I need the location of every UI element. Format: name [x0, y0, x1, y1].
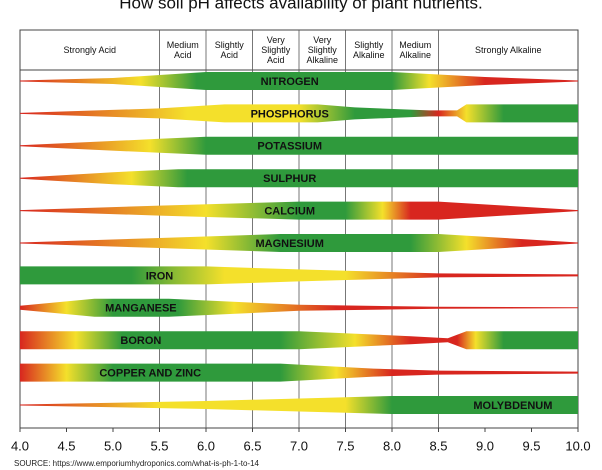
- x-tick-label: 5.0: [104, 438, 122, 453]
- nutrient-band: [20, 331, 578, 350]
- nutrient-band: [20, 72, 578, 90]
- zone-label: Medium Alkaline: [399, 40, 432, 60]
- nutrient-label: MANGANESE: [105, 303, 177, 315]
- nutrient-label: COPPER AND ZINC: [99, 368, 201, 380]
- zone-label: Slightly Alkaline: [352, 40, 385, 60]
- nutrient-band: [20, 298, 578, 317]
- x-tick-label: 7.0: [290, 438, 308, 453]
- nutrient-label: MAGNESIUM: [255, 238, 323, 250]
- nutrient-band: [20, 136, 578, 155]
- nutrient-band: [20, 363, 578, 382]
- nutrient-label: POTASSIUM: [257, 141, 322, 153]
- x-tick-label: 10.0: [565, 438, 590, 453]
- x-tick-label: 4.0: [11, 438, 29, 453]
- nutrient-label: CALCIUM: [264, 206, 315, 218]
- nutrient-label: SULPHUR: [263, 173, 316, 185]
- x-tick-label: 7.5: [336, 438, 354, 453]
- nutrient-label: BORON: [120, 335, 161, 347]
- nutrient-band: [20, 104, 578, 123]
- nutrient-band: [20, 266, 578, 285]
- chart-title: How soil pH affects availability of plan…: [119, 0, 482, 12]
- zone-label: Very Slightly Alkaline: [306, 35, 339, 65]
- x-tick-label: 9.5: [522, 438, 540, 453]
- nutrient-label: NITROGEN: [261, 76, 319, 88]
- nutrient-label: MOLYBDENUM: [473, 400, 552, 412]
- zone-label: Medium Acid: [166, 40, 199, 60]
- x-tick-label: 6.5: [243, 438, 261, 453]
- zone-label: Strongly Alkaline: [474, 45, 542, 55]
- x-tick-label: 6.0: [197, 438, 215, 453]
- nutrient-label: PHOSPHORUS: [251, 108, 329, 120]
- nutrient-band: [20, 234, 578, 252]
- x-tick-label: 8.0: [383, 438, 401, 453]
- nutrient-band: [20, 169, 578, 188]
- x-tick-label: 9.0: [476, 438, 494, 453]
- nutrient-band: [20, 396, 578, 414]
- x-tick-label: 8.5: [429, 438, 447, 453]
- source: SOURCE: https://www.emporiumhydroponics.…: [14, 459, 260, 468]
- x-tick-label: 4.5: [57, 438, 75, 453]
- nutrient-label: IRON: [146, 270, 174, 282]
- x-tick-label: 5.5: [150, 438, 168, 453]
- zone-label: Slightly Acid: [214, 40, 244, 60]
- zone-label: Very Slightly Acid: [261, 35, 291, 65]
- zone-label: Strongly Acid: [63, 45, 117, 55]
- nutrient-band: [20, 201, 578, 220]
